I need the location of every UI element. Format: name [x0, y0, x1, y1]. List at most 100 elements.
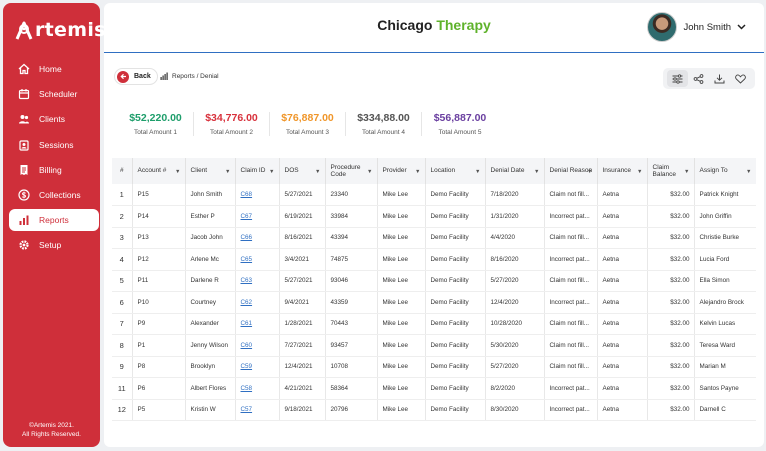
claim-id-link[interactable]: C57	[235, 399, 280, 421]
sort-caret-icon[interactable]: ▼	[587, 169, 593, 175]
table-cell: 5/27/2020	[485, 356, 545, 378]
column-header[interactable]: #	[112, 158, 133, 184]
total-amount-label: Total Amount 2	[210, 129, 253, 136]
column-header[interactable]: Account # ▼	[132, 158, 186, 184]
table-cell: Demo Facility	[425, 184, 486, 206]
table-cell: $32.00	[647, 205, 695, 228]
sort-caret-icon[interactable]: ▼	[637, 169, 643, 175]
sort-caret-icon[interactable]: ▼	[475, 169, 481, 175]
column-header[interactable]: Denial Reason ▼	[544, 158, 598, 184]
sort-caret-icon[interactable]: ▼	[746, 169, 752, 175]
copyright-line: All Rights Reserved.	[22, 431, 81, 438]
sidebar-item-setup[interactable]: Setup	[9, 234, 99, 256]
claim-id-link[interactable]: C65	[235, 248, 280, 271]
table-body: 1 P15 John Smith C68 5/27/2021 23340 Mike Lee D…	[112, 184, 756, 421]
claim-id-link[interactable]: C61	[235, 313, 280, 335]
table-cell: Teresa Ward	[694, 334, 756, 357]
column-header[interactable]: Denial Date ▼	[485, 158, 545, 184]
share-button[interactable]	[688, 70, 709, 87]
sidebar-item-sessions[interactable]: Sessions	[9, 134, 99, 156]
claim-id-link[interactable]: C62	[235, 291, 280, 314]
column-header-label: Claim ID	[240, 167, 266, 175]
claim-id-link[interactable]: C58	[235, 377, 280, 400]
table-cell: 10708	[325, 356, 378, 378]
column-header-label: Denial Date	[490, 167, 525, 175]
sidebar-item-label: Home	[39, 64, 62, 74]
table-row[interactable]: 9 P8 Brooklyn C59 12/4/2021 10708 Mike Lee Demo…	[112, 356, 756, 378]
table-row[interactable]: 8 P1 Jenny Wilson C60 7/27/2021 93457 Mike Lee…	[112, 334, 756, 357]
sort-caret-icon[interactable]: ▼	[415, 169, 421, 175]
sidebar-item-home[interactable]: Home	[9, 58, 99, 80]
table-row[interactable]: 6 P10 Courtney C62 9/4/2021 43359 Mike Lee Demo…	[112, 291, 756, 314]
table-cell: 12	[112, 399, 133, 421]
claim-id-link[interactable]: C68	[235, 184, 280, 206]
table-row[interactable]: 3 P13 Jacob John C66 8/16/2021 43394 Mike Lee D…	[112, 227, 756, 249]
table-cell: Aetna	[597, 248, 648, 271]
column-header[interactable]: DOS ▼	[279, 158, 326, 184]
column-header[interactable]: Insurance ▼	[597, 158, 648, 184]
table-cell: 1/28/2021	[279, 313, 326, 335]
claim-id-link[interactable]: C66	[235, 227, 280, 249]
column-header[interactable]: Provider ▼	[377, 158, 426, 184]
chevron-down-icon[interactable]	[737, 24, 746, 30]
table-cell: 5/27/2021	[279, 184, 326, 206]
copyright-line: ©Artemis 2021.	[29, 422, 74, 429]
share-icon	[693, 73, 704, 84]
table-cell: 7	[112, 313, 133, 335]
download-button[interactable]	[709, 70, 730, 87]
table-row[interactable]: 2 P14 Esther P C67 6/19/2021 33984 Mike Lee Dem…	[112, 205, 756, 228]
claim-id-link[interactable]: C59	[235, 356, 280, 378]
sidebar-item-collections[interactable]: Collections	[9, 184, 99, 206]
table-row[interactable]: 7 P9 Alexander C61 1/28/2021 70443 Mike Lee Dem…	[112, 313, 756, 335]
table-cell: P12	[132, 248, 186, 271]
claim-id-link[interactable]: C63	[235, 270, 280, 292]
sidebar-item-scheduler[interactable]: Scheduler	[9, 83, 99, 105]
table-cell: Incorrect pat...	[544, 377, 598, 400]
table-row[interactable]: 5 P11 Darlene R C63 5/27/2021 93046 Mike Lee De…	[112, 270, 756, 292]
table-cell: $32.00	[647, 356, 695, 378]
sort-caret-icon[interactable]: ▼	[315, 169, 321, 175]
back-button[interactable]: Back	[114, 68, 158, 85]
avatar[interactable]	[647, 12, 678, 42]
download-icon	[714, 74, 725, 83]
sort-caret-icon[interactable]: ▼	[225, 169, 231, 175]
table-row[interactable]: 1 P15 John Smith C68 5/27/2021 23340 Mike Lee D…	[112, 184, 756, 206]
column-header[interactable]: Claim Balance ▼	[647, 158, 695, 184]
column-header-label: Assign To	[699, 167, 728, 175]
table-cell: Alexander	[185, 313, 236, 335]
table-cell: Demo Facility	[425, 377, 486, 400]
table-cell: $32.00	[647, 334, 695, 357]
brand-logo[interactable]: rtemis	[15, 17, 106, 43]
sort-caret-icon[interactable]: ▼	[269, 169, 275, 175]
sort-caret-icon[interactable]: ▼	[367, 169, 373, 175]
table-cell: 6/19/2021	[279, 205, 326, 228]
table-row[interactable]: 4 P12 Arlene Mc C65 3/4/2021 74875 Mike Lee Dem…	[112, 248, 756, 271]
table-row[interactable]: 12 P5 Kristin W C57 9/18/2021 20796 Mike Lee De…	[112, 399, 756, 421]
sort-caret-icon[interactable]: ▼	[684, 169, 690, 175]
sort-caret-icon[interactable]: ▼	[534, 169, 540, 175]
sidebar-item-reports[interactable]: Reports	[9, 209, 99, 232]
brand-name: rtemis	[35, 19, 106, 41]
total-amount-label: Total Amount 4	[362, 129, 405, 136]
column-header[interactable]: Procedure Code ▼	[325, 158, 378, 184]
claim-id-link[interactable]: C60	[235, 334, 280, 357]
favorite-button[interactable]	[730, 70, 751, 87]
sidebar-item-billing[interactable]: Billing	[9, 159, 99, 181]
column-header[interactable]: Claim ID ▼	[235, 158, 280, 184]
user-menu[interactable]: John Smith	[647, 12, 746, 42]
table-row[interactable]: 11 P6 Albert Flores C58 4/21/2021 58364 Mike L…	[112, 377, 756, 400]
column-header[interactable]: Location ▼	[425, 158, 486, 184]
filter-button[interactable]	[667, 70, 688, 87]
claim-id-link[interactable]: C67	[235, 205, 280, 228]
breadcrumb-text: Reports / Denial	[172, 72, 219, 80]
table-cell: 4/21/2021	[279, 377, 326, 400]
column-header[interactable]: Client ▼	[185, 158, 236, 184]
artemis-logo-icon	[15, 21, 33, 40]
table-cell: 5	[112, 270, 133, 292]
sort-caret-icon[interactable]: ▼	[175, 169, 181, 175]
total-amount-label: Total Amount 1	[134, 129, 177, 136]
column-header[interactable]: Assign To ▼	[694, 158, 756, 184]
table-cell: Mike Lee	[377, 313, 426, 335]
sidebar-item-clients[interactable]: Clients	[9, 108, 99, 130]
table-cell: Incorrect pat...	[544, 205, 598, 228]
